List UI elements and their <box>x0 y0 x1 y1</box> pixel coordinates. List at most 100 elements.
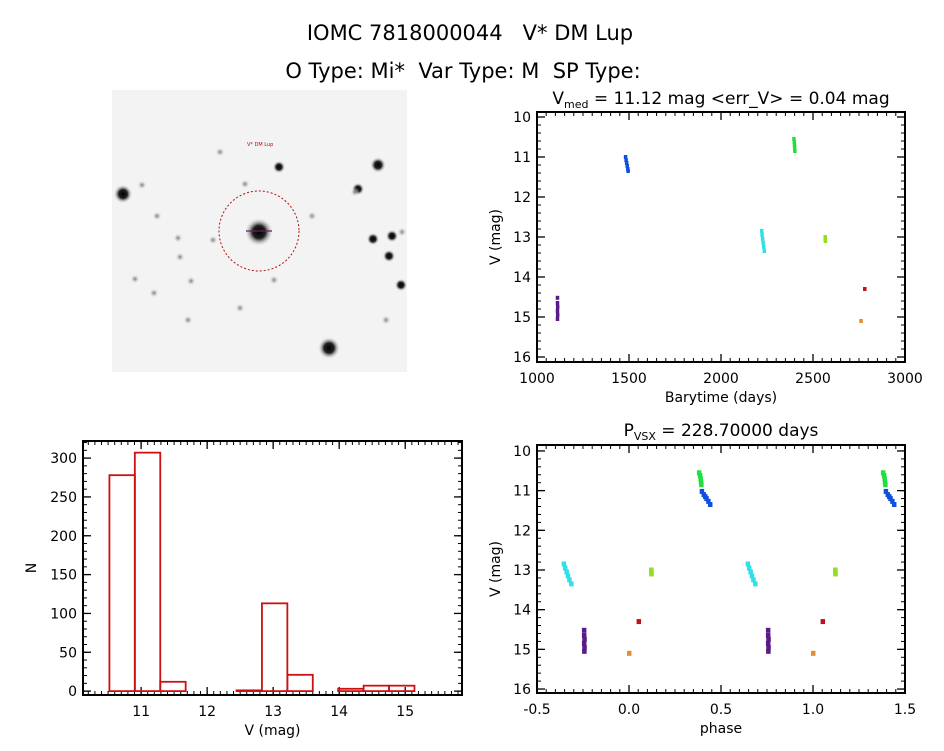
x-tick-label: 1000 <box>519 371 555 387</box>
data-point-season-2 <box>624 158 628 163</box>
y-tick-label: 200 <box>50 529 77 545</box>
data-point-season-1 <box>582 644 587 650</box>
star <box>272 160 286 174</box>
y-tick-label: 10 <box>513 110 531 126</box>
data-point-season-3 <box>569 581 574 587</box>
data-point-season-6 <box>820 619 826 625</box>
data-point-season-4 <box>698 476 703 482</box>
data-point-season-1 <box>582 648 587 654</box>
data-point-season-2 <box>888 496 893 502</box>
y-tick-label: 13 <box>513 230 531 246</box>
y-tick-label: 15 <box>513 310 531 326</box>
data-point-season-6 <box>636 619 642 625</box>
y-tick-label: 15 <box>513 642 531 658</box>
star <box>385 229 399 243</box>
x-tick-label: 14 <box>330 704 348 720</box>
y-tick-label: 11 <box>513 150 531 166</box>
y-tick-label: 300 <box>50 451 77 467</box>
x-tick-label: 1.5 <box>894 702 916 718</box>
x-tick-label: 1.0 <box>802 702 824 718</box>
data-point-season-3 <box>561 561 567 567</box>
data-point-season-1 <box>581 632 587 638</box>
data-point-season-1 <box>581 627 587 633</box>
x-axis-label: Barytime (days) <box>665 390 777 406</box>
plot-frame <box>82 440 463 696</box>
data-point-season-7 <box>811 650 816 656</box>
star <box>370 157 386 173</box>
star <box>235 303 245 313</box>
star <box>317 336 341 360</box>
star <box>397 227 407 237</box>
x-axis-label: V (mag) <box>244 723 300 739</box>
data-point-season-5 <box>823 239 828 243</box>
data-point-season-4 <box>792 137 796 141</box>
y-axis-label: V (mag) <box>488 209 504 265</box>
data-point-season-2 <box>624 161 629 165</box>
star <box>173 233 183 243</box>
star <box>149 288 159 298</box>
star <box>208 235 218 245</box>
data-point-season-2 <box>704 496 709 502</box>
data-point-season-3 <box>762 245 766 249</box>
y-tick-label: 0 <box>68 684 77 700</box>
y-axis-label: V (mag) <box>488 541 504 597</box>
star <box>381 315 391 325</box>
data-point-season-2 <box>883 488 889 494</box>
plot-frame <box>536 111 906 363</box>
finder-chart-image: V* DM Lup <box>112 90 408 372</box>
data-point-season-1 <box>765 640 771 646</box>
star <box>215 147 225 157</box>
data-point-season-4 <box>699 482 704 488</box>
histogram-bar <box>286 673 314 693</box>
star <box>244 217 274 247</box>
data-point-season-7 <box>627 650 632 656</box>
data-point-season-4 <box>792 146 797 151</box>
x-tick-label: 15 <box>396 704 414 720</box>
figure-subtitle: O Type: Mi* Var Type: M SP Type: <box>285 59 640 83</box>
data-point-season-3 <box>761 241 765 245</box>
data-point-season-2 <box>706 498 711 504</box>
data-point-season-7 <box>859 319 863 323</box>
star <box>175 252 185 262</box>
x-tick-label: 0.0 <box>618 702 640 718</box>
star <box>186 276 196 286</box>
data-point-season-1 <box>766 644 771 650</box>
plot-title: Vmed = 11.12 mag <err_V> = 0.04 mag <box>552 89 889 111</box>
data-point-season-2 <box>707 502 713 508</box>
target-circle <box>218 190 300 272</box>
data-point-season-1 <box>555 295 560 300</box>
data-point-season-3 <box>567 577 572 583</box>
data-point-season-4 <box>696 470 702 476</box>
plot-title: PVSX = 228.70000 days <box>624 421 819 443</box>
data-point-season-6 <box>863 287 867 291</box>
star <box>240 179 250 189</box>
y-tick-label: 250 <box>50 490 77 506</box>
star <box>382 249 396 263</box>
data-point-season-1 <box>581 640 587 646</box>
data-point-season-1 <box>555 305 560 309</box>
star <box>183 315 193 325</box>
data-point-season-2 <box>625 163 629 168</box>
data-point-season-1 <box>766 648 771 654</box>
x-tick-label: -0.5 <box>523 702 550 718</box>
data-point-season-1 <box>555 301 560 305</box>
data-point-season-5 <box>833 571 838 577</box>
y-tick-label: 16 <box>513 350 531 366</box>
y-tick-label: 12 <box>513 190 531 206</box>
data-point-season-3 <box>745 561 751 567</box>
y-tick-label: 13 <box>513 563 531 579</box>
data-point-season-2 <box>699 488 705 494</box>
x-tick-label: 0.5 <box>710 702 732 718</box>
histogram-bar <box>108 474 136 693</box>
x-tick-label: 2500 <box>795 371 831 387</box>
data-point-season-3 <box>751 577 756 583</box>
target-label: V* DM Lup <box>247 142 273 148</box>
data-point-season-1 <box>765 627 771 633</box>
data-point-season-3 <box>748 569 753 575</box>
data-point-season-1 <box>555 313 560 317</box>
y-tick-label: 16 <box>513 682 531 698</box>
data-point-season-3 <box>762 249 767 253</box>
data-point-season-2 <box>626 169 630 173</box>
figure-title: IOMC 7818000044 V* DM Lup <box>307 21 633 45</box>
